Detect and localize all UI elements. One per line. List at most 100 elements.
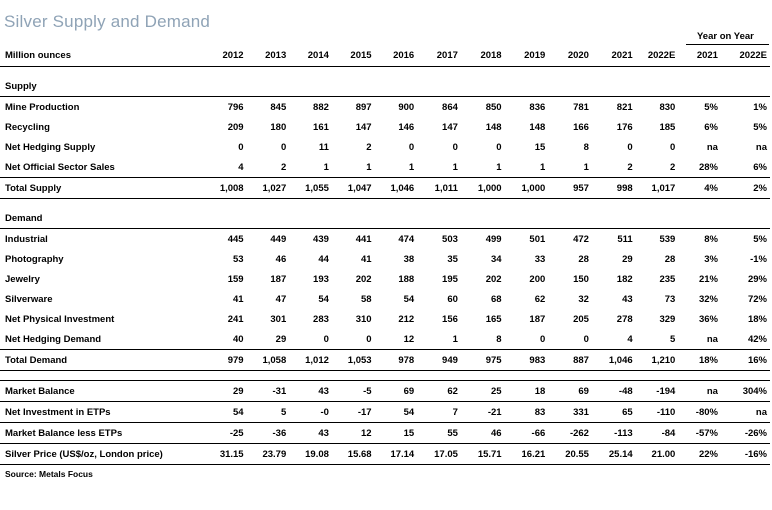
table-cell: 998 bbox=[591, 177, 636, 199]
table-cell: 33 bbox=[534, 253, 546, 265]
table-cell: 32% bbox=[698, 293, 718, 305]
table-cell: 0 bbox=[548, 329, 592, 350]
table-row-net-hedging-demand: Net Hedging Demand 40 29 0 0 12 1 8 0 0 4 5 na 42% bbox=[0, 329, 770, 350]
table-cell: 60 bbox=[447, 293, 458, 305]
row-label: Industrial bbox=[5, 233, 48, 245]
table-cell: 147 bbox=[442, 121, 458, 133]
table-cell: 1 bbox=[460, 157, 505, 178]
table-cell: 202 bbox=[485, 273, 502, 285]
table-cell: 850 bbox=[485, 101, 502, 113]
table-row-total-supply: Total Supply 1,008 1,027 1,055 1,047 1,046 1,0… bbox=[0, 177, 770, 199]
row-label: Mine Production bbox=[5, 101, 80, 113]
spacer-row bbox=[0, 199, 770, 209]
column-header: 2015 bbox=[331, 44, 375, 67]
column-header: 2022E bbox=[635, 44, 679, 67]
table-cell: 188 bbox=[398, 273, 415, 285]
column-header: 2017 bbox=[417, 44, 461, 67]
table-cell: 472 bbox=[573, 233, 589, 245]
table-cell: 54 bbox=[318, 293, 329, 305]
table-cell: 511 bbox=[617, 233, 633, 245]
table-cell: 1,008 bbox=[203, 177, 247, 199]
table-cell: 176 bbox=[616, 121, 633, 133]
table-cell: 821 bbox=[616, 101, 633, 113]
table-cell: 0 bbox=[408, 141, 415, 153]
table-cell: 156 bbox=[442, 313, 458, 325]
table-cell: 439 bbox=[313, 233, 329, 245]
table-cell: 15 bbox=[374, 422, 418, 444]
table-cell: 15 bbox=[534, 141, 546, 153]
table-cell: 161 bbox=[313, 121, 329, 133]
row-label: Recycling bbox=[5, 121, 50, 133]
table-cell: 19.08 bbox=[289, 443, 332, 465]
table-cell: 2 bbox=[591, 157, 636, 178]
table-cell: na bbox=[720, 401, 770, 423]
table-cell: 501 bbox=[529, 233, 546, 245]
table-cell: 31.15 bbox=[203, 443, 247, 465]
table-cell: 1,012 bbox=[289, 349, 332, 371]
table-cell: -110 bbox=[635, 401, 679, 423]
table-cell: 1 bbox=[417, 157, 461, 178]
table-cell: 887 bbox=[548, 349, 592, 371]
table-cell: 25 bbox=[460, 380, 505, 402]
table-cell: 1 bbox=[331, 157, 375, 178]
table-row-market-balance-less-etps: Market Balance less ETPs -25 -36 43 12 15 55 46… bbox=[0, 422, 770, 444]
table-cell: 193 bbox=[313, 273, 329, 285]
table-row-net-official-sector-sales: Net Official Sector Sales 4 2 1 1 1 1 1 1 1 2 2 28% 6… bbox=[0, 157, 770, 178]
table-cell: -26% bbox=[720, 422, 770, 444]
table-cell: 29% bbox=[747, 273, 767, 285]
table-cell: 1% bbox=[753, 101, 767, 113]
table-row-net-physical-investment: Net Physical Investment 241 301 283 310 212 15… bbox=[0, 309, 770, 329]
column-header: 2013 bbox=[246, 44, 290, 67]
page-title: Silver Supply and Demand bbox=[4, 12, 211, 31]
table-cell: 73 bbox=[664, 293, 676, 305]
table-cell: -113 bbox=[591, 422, 636, 444]
table-cell: 1,017 bbox=[635, 177, 679, 199]
table-cell: -262 bbox=[548, 422, 592, 444]
table-cell: 539 bbox=[659, 233, 676, 245]
table-cell: 38 bbox=[403, 253, 415, 265]
table-cell: -31 bbox=[246, 380, 290, 402]
table-cell: 0 bbox=[289, 329, 332, 350]
table-cell: 949 bbox=[417, 349, 461, 371]
table-cell: 278 bbox=[616, 313, 633, 325]
table-cell: 830 bbox=[659, 101, 676, 113]
column-header: 2021 bbox=[591, 44, 636, 67]
table-cell: 147 bbox=[355, 121, 372, 133]
table-cell: 69 bbox=[548, 380, 592, 402]
table-cell: 62 bbox=[534, 293, 546, 305]
table-cell: -21 bbox=[460, 401, 505, 423]
table-cell: 449 bbox=[270, 233, 287, 245]
table-cell: 975 bbox=[460, 349, 505, 371]
table-cell: 2% bbox=[720, 177, 770, 199]
table-cell: 47 bbox=[275, 293, 287, 305]
table-cell: 46 bbox=[275, 253, 287, 265]
table-cell: 897 bbox=[355, 101, 372, 113]
table-cell: 35 bbox=[447, 253, 458, 265]
table-cell: 16% bbox=[720, 349, 770, 371]
source-row: Source: Metals Focus bbox=[0, 465, 770, 484]
table-cell: na bbox=[755, 141, 767, 153]
table-cell: 474 bbox=[398, 233, 415, 245]
table-cell: 6% bbox=[720, 157, 770, 178]
column-header: 2018 bbox=[460, 44, 505, 67]
table-cell: -16% bbox=[720, 443, 770, 465]
table-cell: 72% bbox=[747, 293, 767, 305]
table-cell: 1 bbox=[289, 157, 332, 178]
table-row-mine-production: Mine Production 796 845 882 897 900 864 850 836 7… bbox=[0, 97, 770, 118]
table-cell: na bbox=[706, 141, 718, 153]
table-cell: 1,047 bbox=[331, 177, 375, 199]
table-row-silverware: Silverware 41 47 54 58 54 60 68 62 32 43 73 32% 72% bbox=[0, 289, 770, 309]
table-row-net-hedging-supply: Net Hedging Supply 0 0 11 2 0 0 0 15 8 0 0 na na bbox=[0, 137, 770, 157]
table-cell: 202 bbox=[355, 273, 372, 285]
table-cell: 54 bbox=[374, 401, 418, 423]
table-cell: 978 bbox=[374, 349, 418, 371]
table-cell: 979 bbox=[203, 349, 247, 371]
table-cell: 301 bbox=[270, 313, 287, 325]
table-cell: 331 bbox=[548, 401, 592, 423]
table-cell: 44 bbox=[318, 253, 329, 265]
table-cell: 12 bbox=[331, 422, 375, 444]
table-cell: 5 bbox=[246, 401, 290, 423]
table-cell: 1,055 bbox=[289, 177, 332, 199]
table-cell: 20.55 bbox=[548, 443, 592, 465]
table-cell: 8 bbox=[460, 329, 505, 350]
